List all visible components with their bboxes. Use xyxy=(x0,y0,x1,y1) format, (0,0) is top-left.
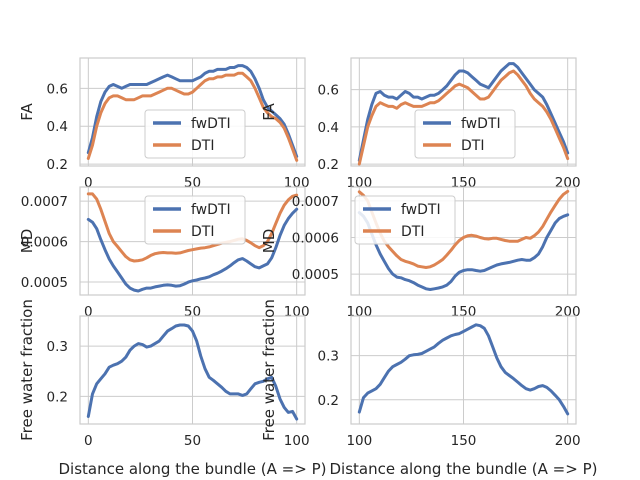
y-tick-label: 0.6 xyxy=(47,81,68,97)
y-axis-label: Free water fraction xyxy=(260,299,278,441)
series-line-fwdti xyxy=(86,323,299,421)
legend: fwDTI DTI xyxy=(144,109,246,159)
y-tick-label: 0.3 xyxy=(318,349,339,365)
legend: fwDTI DTI xyxy=(144,195,246,245)
y-tick-label: 0.4 xyxy=(318,120,339,136)
series-line-dti xyxy=(86,71,299,162)
x-axis-label: Distance along the bundle (A => P) xyxy=(330,460,598,478)
series-line-fwdti xyxy=(357,62,570,162)
y-tick-label: 0.6 xyxy=(318,83,339,99)
y-axis-label: FA xyxy=(18,103,36,121)
x-tick-label: 0 xyxy=(84,175,93,191)
y-tick-label: 0.0007 xyxy=(21,194,68,210)
y-tick-label: 0.0007 xyxy=(292,194,339,210)
y-tick-label: 0.0006 xyxy=(292,231,339,247)
x-tick-label: 0 xyxy=(84,433,93,449)
series-line-dti xyxy=(357,189,570,269)
legend-label-fwdti: fwDTI xyxy=(461,116,501,132)
x-tick-label: 50 xyxy=(184,433,201,449)
y-tick-label: 0.0006 xyxy=(21,235,68,251)
y-tick-label: 0.2 xyxy=(318,393,339,409)
axes-frame xyxy=(350,315,577,425)
y-tick-label: 0.2 xyxy=(47,157,68,173)
axes-frame xyxy=(79,315,306,425)
legend-label-fwdti: fwDTI xyxy=(401,202,441,218)
series-line-fwdti xyxy=(86,64,299,158)
y-axis-label: Free water fraction xyxy=(18,299,36,441)
axes-frame xyxy=(350,57,577,167)
x-tick-label: 100 xyxy=(346,433,372,449)
x-tick-label: 0 xyxy=(84,304,93,320)
x-axis-label: Distance along the bundle (A => P) xyxy=(59,460,327,478)
series-line-dti xyxy=(86,192,299,263)
legend-label-dti: DTI xyxy=(191,224,214,240)
panel-bottom-right: 100 150 200 0.2 0.3 Free water fraction Distan… xyxy=(260,299,597,478)
panel-bottom-left: 0 50 100 0.2 0.3 Free water fraction Distance … xyxy=(18,299,326,478)
y-axis-label: FA xyxy=(260,103,278,121)
series-line-dti xyxy=(357,69,570,166)
y-tick-label: 0.3 xyxy=(47,339,68,355)
y-tick-label: 0.0005 xyxy=(21,275,68,291)
y-axis-label: MD xyxy=(260,229,278,254)
x-tick-label: 200 xyxy=(555,433,581,449)
axes-frame xyxy=(79,57,306,167)
x-tick-label: 150 xyxy=(451,433,477,449)
y-axis-label: MD xyxy=(18,229,36,254)
legend-label-fwdti: fwDTI xyxy=(191,116,231,132)
y-tick-label: 0.2 xyxy=(47,389,68,405)
series-line-fwdti xyxy=(357,323,570,416)
legend: fwDTI DTI xyxy=(414,109,516,159)
x-tick-label: 100 xyxy=(284,433,310,449)
series-line-fwdti xyxy=(357,211,570,291)
legend-label-dti: DTI xyxy=(461,138,484,154)
axes-frame xyxy=(79,186,306,296)
axes-frame xyxy=(350,186,577,296)
y-tick-label: 0.2 xyxy=(318,157,339,173)
legend-label-dti: DTI xyxy=(401,224,424,240)
legend: fwDTI DTI xyxy=(354,195,456,245)
legend-label-fwdti: fwDTI xyxy=(191,202,231,218)
legend-label-dti: DTI xyxy=(191,138,214,154)
series-line-fwdti xyxy=(86,207,299,293)
y-tick-label: 0.4 xyxy=(47,119,68,135)
y-tick-label: 0.0005 xyxy=(292,267,339,283)
